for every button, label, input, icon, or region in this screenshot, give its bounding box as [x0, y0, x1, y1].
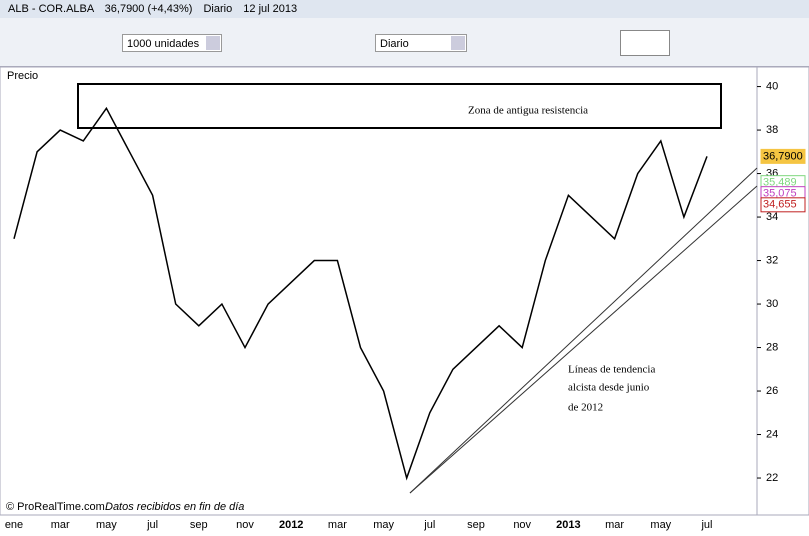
quantity: 1000 unidades [127, 38, 200, 50]
indicator-button[interactable] [620, 30, 670, 56]
x-tick-label: ene [5, 519, 23, 531]
annotation: Zona de antigua resistencia [468, 105, 588, 117]
x-tick-label: nov [236, 519, 254, 531]
x-tick-label: mar [605, 519, 624, 531]
trend-line [409, 185, 758, 494]
y-tick-label: 28 [766, 341, 778, 353]
y-tick-label: 32 [766, 254, 778, 266]
quote: 36,7900 (+4,43%) [104, 3, 193, 15]
date: 12 jul 2013 [243, 3, 298, 15]
x-tick-label: jul [423, 519, 435, 531]
x-tick-label: nov [513, 519, 531, 531]
y-tick-label: 34 [766, 211, 778, 223]
x-tick-label: jul [146, 519, 158, 531]
x-tick-label: may [650, 519, 671, 531]
price-axis [756, 66, 809, 516]
timeframe-select[interactable]: Diario [375, 34, 467, 52]
footer-note: Datos recibidos en fin de día [105, 501, 244, 513]
title-bar: ALB - COR.ALBA 36,7900 (+4,43%) Diario 1… [0, 0, 809, 18]
x-tick-label: jul [700, 519, 712, 531]
annotation: Líneas de tendencia [568, 364, 655, 376]
y-tick-label: 40 [766, 80, 778, 92]
period: Diario [203, 3, 233, 15]
annotation: alcista desde junio [568, 382, 650, 394]
quantity-select[interactable]: 1000 unidades [122, 34, 222, 52]
price-tag [760, 148, 806, 164]
x-tick-label: may [373, 519, 394, 531]
plot-area [0, 66, 758, 516]
price-tag [760, 197, 806, 213]
price-line [13, 106, 708, 481]
x-tick-label: 2012 [279, 519, 303, 531]
price-tag-label: 35,075 [763, 188, 797, 200]
y-tick-label: 38 [766, 124, 778, 136]
toolbar: 1000 unidades Diario [0, 18, 809, 67]
x-tick-label: mar [328, 519, 347, 531]
y-tick-label: 26 [766, 385, 778, 397]
annotation: de 2012 [568, 402, 603, 414]
y-tick-label: 24 [766, 428, 778, 440]
panel-label: Precio [7, 70, 38, 82]
copyright: © ProRealTime.com [6, 501, 105, 513]
timeframe: Diario [380, 38, 409, 50]
x-tick-label: mar [51, 519, 70, 531]
trend-line [409, 167, 758, 494]
x-tick-label: may [96, 519, 117, 531]
resistance-box [77, 83, 722, 129]
x-tick-label: sep [467, 519, 485, 531]
x-tick-label: sep [190, 519, 208, 531]
y-tick-label: 22 [766, 472, 778, 484]
x-tick-label: 2013 [556, 519, 580, 531]
price-tag-label: 34,655 [763, 199, 797, 211]
y-tick-label: 30 [766, 298, 778, 310]
price-tag-label: 36,7900 [763, 150, 803, 162]
symbol: ALB - COR.ALBA [8, 3, 94, 15]
price-tag-label: 35,489 [763, 177, 797, 189]
